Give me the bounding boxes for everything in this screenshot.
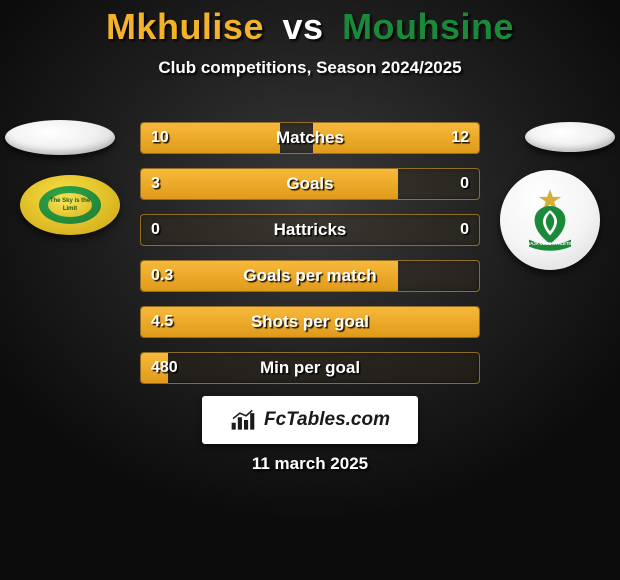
stat-row: 30Goals [140,168,480,200]
stat-fill-left [141,169,398,199]
stat-value-left: 480 [141,353,188,383]
stat-value-left: 4.5 [141,307,183,337]
stat-value-right: 0 [450,215,479,245]
stat-label: Min per goal [141,353,479,383]
stat-value-left: 0.3 [141,261,183,291]
watermark: FcTables.com [202,396,418,444]
crest1-motto: The Sky is the Limit [48,193,92,217]
fctables-logo-icon [230,409,258,431]
player2-avatar [525,122,615,152]
stat-bars: 1012Matches30Goals00Hattricks0.3Goals pe… [140,122,480,398]
date: 11 march 2025 [0,454,620,474]
stat-value-right: 12 [441,123,479,153]
vs-text: vs [283,6,324,47]
stat-value-left: 3 [141,169,170,199]
stat-row: 0 0Hattricks [140,214,480,246]
stat-value-left: 0 [141,215,170,245]
player1-club-crest: The Sky is the Limit [20,175,120,235]
watermark-text: FcTables.com [264,409,390,431]
comparison-card: Mkhulise vs Mouhsine Club competitions, … [0,0,620,580]
player2-name: Mouhsine [342,6,514,47]
stat-label: Hattricks [141,215,479,245]
stat-row: 480Min per goal [140,352,480,384]
crest1-inner: The Sky is the Limit [39,186,101,224]
stat-fill-left [141,307,479,337]
subtitle: Club competitions, Season 2024/2025 [0,58,620,78]
stat-row: 4.5Shots per goal [140,306,480,338]
player1-name: Mkhulise [106,6,264,47]
stat-value-left: 10 [141,123,179,153]
stat-row: 1012Matches [140,122,480,154]
crest2-ribbon-text: RAJA CLUB ATHLETIC [527,241,572,246]
player2-club-crest: RAJA CLUB ATHLETIC [500,170,600,270]
player1-avatar [5,120,115,155]
stat-row: 0.3Goals per match [140,260,480,292]
page-title: Mkhulise vs Mouhsine [0,0,620,48]
stat-value-right: 0 [450,169,479,199]
crest2-svg: RAJA CLUB ATHLETIC [515,185,585,255]
